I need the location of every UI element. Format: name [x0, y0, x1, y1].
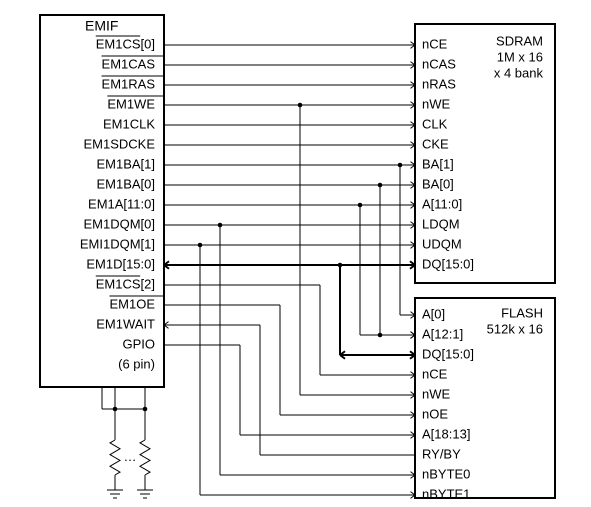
svg-text:(6 pin): (6 pin) [118, 356, 155, 371]
svg-text:EM1CLK: EM1CLK [103, 116, 155, 131]
svg-text:EM1SDCKE: EM1SDCKE [83, 136, 155, 151]
svg-text:SDRAM: SDRAM [496, 33, 543, 48]
svg-text:A[12:1]: A[12:1] [422, 326, 463, 341]
svg-text:A[18:13]: A[18:13] [422, 426, 470, 441]
svg-text:GPIO: GPIO [122, 336, 155, 351]
svg-text:DQ[15:0]: DQ[15:0] [422, 346, 474, 361]
svg-text:CLK: CLK [422, 116, 448, 131]
svg-text:nCE: nCE [422, 36, 448, 51]
svg-text:EM1A[11:0]: EM1A[11:0] [88, 196, 155, 211]
svg-text:nWE: nWE [422, 96, 451, 111]
svg-text:nBYTE1: nBYTE1 [422, 486, 470, 501]
svg-text:A[11:0]: A[11:0] [422, 196, 462, 211]
emif-block-diagram: EMIF EM1CS[0] EM1CAS EM1RAS EM1WE EM1CLK EM1SD… [0, 0, 591, 507]
svg-text:EM1BA[0]: EM1BA[0] [96, 176, 155, 191]
svg-text:EM1CS[2]: EM1CS[2] [96, 276, 155, 291]
svg-text:EM1WAIT: EM1WAIT [96, 316, 155, 331]
svg-text:CKE: CKE [422, 136, 449, 151]
svg-text:EM1BA[1]: EM1BA[1] [96, 156, 155, 171]
svg-text:…: … [124, 449, 137, 464]
svg-text:EM1WE: EM1WE [107, 96, 155, 111]
svg-text:EMI1DQM[1]: EMI1DQM[1] [80, 236, 155, 251]
svg-text:RY/BY: RY/BY [422, 446, 461, 461]
svg-text:nCAS: nCAS [422, 56, 456, 71]
svg-text:EM1RAS: EM1RAS [102, 76, 156, 91]
svg-text:nWE: nWE [422, 386, 451, 401]
svg-text:EM1OE: EM1OE [109, 296, 155, 311]
svg-text:BA[0]: BA[0] [422, 176, 454, 191]
svg-text:nOE: nOE [422, 406, 448, 421]
svg-text:nBYTE0: nBYTE0 [422, 466, 470, 481]
svg-text:EM1D[15:0]: EM1D[15:0] [86, 256, 155, 271]
svg-text:UDQM: UDQM [422, 236, 462, 251]
svg-text:BA[1]: BA[1] [422, 156, 454, 171]
svg-text:x 4 bank: x 4 bank [494, 65, 544, 80]
svg-text:DQ[15:0]: DQ[15:0] [422, 256, 474, 271]
svg-text:1M x 16: 1M x 16 [497, 49, 543, 64]
svg-text:A[0]: A[0] [422, 306, 445, 321]
svg-text:FLASH: FLASH [501, 305, 543, 320]
svg-text:LDQM: LDQM [422, 216, 460, 231]
svg-text:512k x 16: 512k x 16 [487, 321, 543, 336]
svg-text:EM1CAS: EM1CAS [102, 56, 156, 71]
svg-text:EM1CS[0]: EM1CS[0] [96, 36, 155, 51]
svg-text:nCE: nCE [422, 366, 448, 381]
svg-text:nRAS: nRAS [422, 76, 456, 91]
svg-text:EMIF: EMIF [85, 18, 118, 34]
svg-text:EM1DQM[0]: EM1DQM[0] [83, 216, 155, 231]
